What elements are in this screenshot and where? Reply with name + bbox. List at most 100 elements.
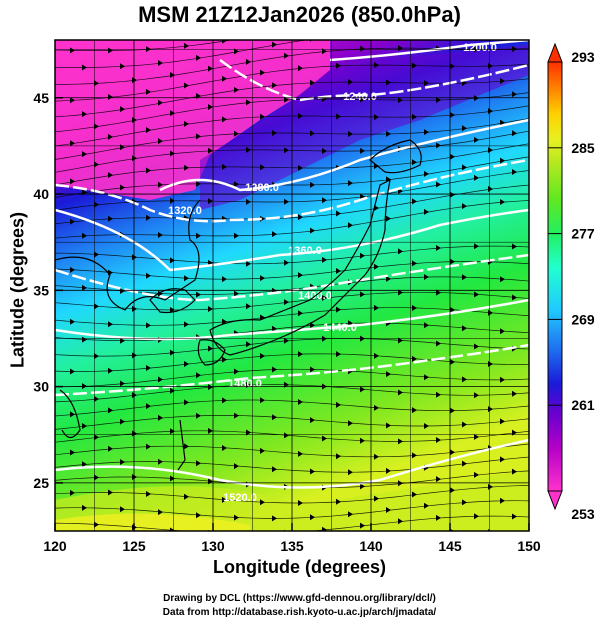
streamline xyxy=(55,456,529,473)
wind-arrow xyxy=(360,437,365,444)
wind-arrow xyxy=(512,243,517,250)
wind-arrow xyxy=(412,355,417,362)
wind-arrow xyxy=(412,260,417,267)
wind-arrow xyxy=(512,294,517,301)
wind-arrow xyxy=(500,199,505,206)
wind-arrow xyxy=(462,274,467,281)
wind-arrow xyxy=(386,275,391,282)
wind-arrow xyxy=(146,490,151,497)
wind-arrow xyxy=(234,232,239,239)
wind-arrow xyxy=(310,181,315,188)
wind-arrow xyxy=(184,545,189,551)
wind-arrow xyxy=(500,497,505,504)
wind-arrow xyxy=(386,215,391,222)
wind-arrow xyxy=(108,407,113,414)
wind-arrow xyxy=(70,266,75,273)
wind-arrow xyxy=(132,352,137,359)
wind-arrow xyxy=(298,398,303,405)
streamline xyxy=(55,130,529,173)
wind-arrow xyxy=(474,433,479,440)
wind-arrow xyxy=(146,46,151,53)
wind-arrow xyxy=(82,336,87,343)
wind-arrow xyxy=(398,289,403,296)
wind-arrow xyxy=(500,376,505,383)
wind-arrow xyxy=(196,460,201,467)
wind-arrow xyxy=(398,97,403,104)
wind-arrow xyxy=(512,429,517,436)
wind-arrow xyxy=(474,243,479,250)
wind-arrow xyxy=(132,155,137,162)
x-tick-label: 120 xyxy=(43,538,67,554)
wind-arrow xyxy=(436,181,441,188)
wind-arrow xyxy=(120,184,125,191)
wind-arrow xyxy=(360,291,365,298)
contour-label: 1320.0 xyxy=(168,205,202,217)
wind-arrow xyxy=(500,119,505,126)
wind-arrow xyxy=(336,18,341,24)
wind-arrow xyxy=(436,244,441,251)
wind-arrow xyxy=(146,127,151,134)
wind-arrow xyxy=(322,294,327,301)
wind-arrow xyxy=(196,372,201,379)
wind-arrow xyxy=(158,138,163,145)
wind-arrow xyxy=(246,429,251,436)
wind-arrow xyxy=(94,123,99,130)
wind-arrow xyxy=(234,48,239,55)
wind-arrow xyxy=(132,474,137,481)
y-tick-label: 40 xyxy=(33,186,49,202)
wind-arrow xyxy=(260,31,265,37)
wind-arrow xyxy=(272,414,277,421)
lat-lon-grid xyxy=(55,40,529,531)
streamline xyxy=(55,384,529,403)
wind-arrow xyxy=(284,259,289,266)
wind-arrow xyxy=(360,386,365,393)
wind-arrow xyxy=(374,352,379,359)
coastlines xyxy=(55,139,422,471)
wind-arrow xyxy=(336,210,341,217)
wind-arrow xyxy=(310,417,315,424)
wind-arrow xyxy=(374,263,379,270)
wind-arrow xyxy=(170,110,175,117)
wind-arrow xyxy=(298,310,303,317)
wind-arrow xyxy=(234,412,239,419)
wind-arrow xyxy=(348,420,353,427)
wind-arrow xyxy=(234,290,239,297)
wind-arrow xyxy=(184,42,189,49)
china-korea-coast xyxy=(55,199,201,311)
colorbar-min-arrow xyxy=(547,490,563,511)
wind-arrow xyxy=(158,458,163,465)
wind-arrow xyxy=(450,63,455,70)
wind-arrow xyxy=(310,79,315,86)
contour-line xyxy=(219,58,529,102)
wind-arrow xyxy=(70,97,75,104)
x-tick-label: 130 xyxy=(201,538,225,554)
y-axis-ticks: 25 30 35 40 45 xyxy=(33,90,63,491)
purple-band xyxy=(200,45,529,210)
wind-arrow xyxy=(412,407,417,414)
wind-arrow xyxy=(184,493,189,500)
wind-arrow xyxy=(284,432,289,439)
wind-arrow xyxy=(196,512,201,519)
streamline xyxy=(55,338,529,357)
wind-arrow xyxy=(108,47,113,54)
wind-arrow xyxy=(222,116,227,123)
wind-arrow xyxy=(298,500,303,507)
wind-arrow xyxy=(246,58,251,65)
wind-arrow xyxy=(450,487,455,494)
wind-arrow xyxy=(184,275,189,282)
wind-arrow xyxy=(70,368,75,375)
wind-arrow xyxy=(386,507,391,514)
wind-arrow xyxy=(298,112,303,119)
wind-arrow xyxy=(82,284,87,291)
wind-arrow xyxy=(94,303,99,310)
wind-arrow xyxy=(272,82,277,89)
wind-arrow xyxy=(222,40,227,44)
wind-arrow xyxy=(374,62,379,69)
kyushu xyxy=(197,339,226,366)
wind-arrow xyxy=(132,254,137,261)
wind-arrow xyxy=(158,376,163,383)
wind-arrow xyxy=(462,29,467,35)
wind-arrow xyxy=(310,227,315,234)
wind-arrow xyxy=(424,129,429,136)
wind-arrow xyxy=(386,467,391,474)
